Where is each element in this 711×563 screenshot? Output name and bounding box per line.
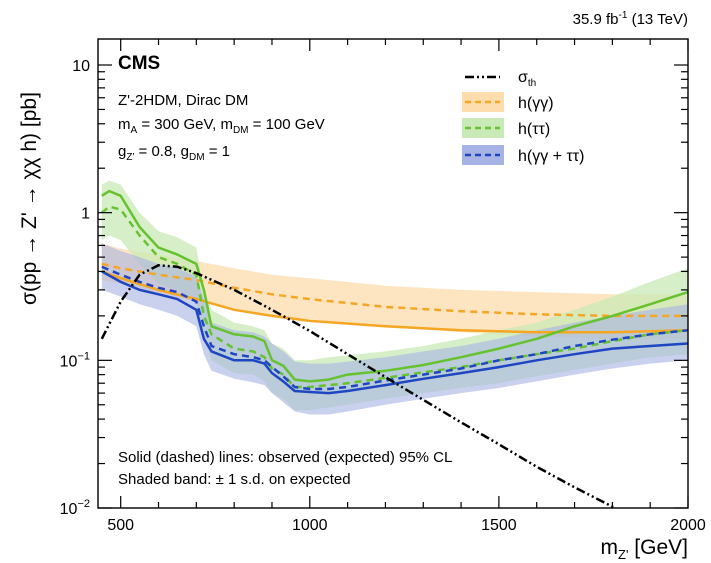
band-gg — [101, 243, 688, 339]
line-tt-observed — [101, 189, 688, 383]
legend-band-comb — [462, 145, 504, 165]
legend-band-tt — [462, 118, 504, 138]
y-tick-label: 1 — [81, 206, 90, 223]
line-tt-expected — [101, 205, 688, 389]
line-comb-expected — [101, 265, 688, 391]
legend-band-gg — [462, 92, 504, 112]
x-tick-label: 1500 — [481, 517, 517, 534]
model-line-3: gZ' = 0.8, gDM = 1 — [118, 143, 230, 163]
y-axis-label: σ(pp → Z' → χχ h) [pb] — [18, 92, 41, 305]
plot-frame — [97, 38, 689, 509]
x-tick-label: 1000 — [292, 517, 328, 534]
model-line-2: mA = 300 GeV, mDM = 100 GeV — [118, 116, 325, 136]
note-line-1: Solid (dashed) lines: observed (expected… — [118, 449, 452, 466]
line-comb-observed — [101, 270, 688, 395]
x-tick-label: 2000 — [670, 517, 706, 534]
model-line-1: Z'-2HDM, Dirac DM — [118, 92, 248, 109]
y-tick-label: 10−1 — [60, 350, 90, 370]
line-gg-observed — [101, 270, 688, 334]
legend-label-gg: h(γγ) — [518, 95, 554, 112]
note-line-2: Shaded band: ± 1 s.d. on expected — [118, 471, 351, 488]
legend-label-comb: h(γγ + ττ) — [518, 148, 584, 165]
legend-label-tt: h(ττ) — [518, 121, 550, 138]
y-tick-label: 10 — [72, 58, 90, 75]
legend: σth h(γγ) h(ττ) h(γγ + ττ) — [462, 69, 584, 165]
x-axis-label: mZ' [GeV] — [601, 536, 688, 562]
legend-label-sigma-th: σth — [518, 69, 536, 89]
y-tick-label: 10−2 — [60, 498, 90, 518]
line-gg-expected — [101, 262, 688, 318]
cms-label: CMS — [118, 53, 160, 74]
x-tick-label: 500 — [107, 517, 134, 534]
band-comb — [101, 243, 688, 415]
lumi-label: 35.9 fb-1 (13 TeV) — [573, 10, 688, 28]
